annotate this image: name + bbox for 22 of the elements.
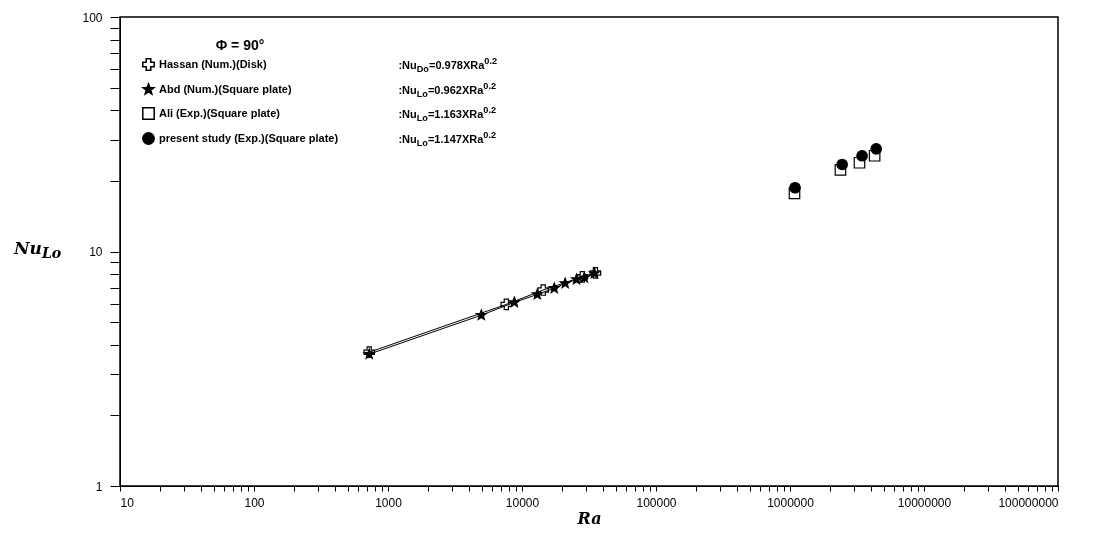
- legend-label: Hassan (Num.)(Disk): [159, 57, 267, 70]
- x-tick-label: 10000000: [897, 495, 952, 510]
- x-tick-label: 100000: [636, 495, 677, 510]
- x-tick-label: 1000000: [767, 495, 815, 510]
- x-tick-label: 10000: [505, 495, 540, 510]
- legend-label: Ali (Exp.)(Square plate): [159, 106, 281, 119]
- y-tick-label: 100: [82, 10, 103, 25]
- x-tick-label: 100: [244, 495, 265, 510]
- annotation: :Nu$_{Lo}$=1.147XRa$^{0.2}$: [398, 129, 497, 148]
- x-tick-label: 10: [120, 495, 135, 510]
- x-tick-label: 100000000: [998, 495, 1059, 510]
- legend-label: present study (Exp.)(Square plate): [159, 131, 339, 144]
- x-axis-title: Ra: [576, 508, 602, 528]
- y-tick-label: 1: [95, 479, 103, 494]
- y-tick-label: 10: [89, 245, 103, 259]
- legend-label: Abd (Num.)(Square plate): [159, 82, 292, 95]
- annotation: :Nu$_{Do}$=0.978XRa$^{0.2}$: [398, 55, 498, 74]
- y-axis-title: Nu$_{Lo}$: [14, 238, 62, 262]
- annotation: :Nu$_{Lo}$=1.163XRa$^{0.2}$: [398, 104, 497, 123]
- x-tick-label: 1000: [375, 495, 403, 510]
- legend-title: Φ = 90°: [215, 37, 265, 53]
- annotation: :Nu$_{Lo}$=0.962XRa$^{0.2}$: [398, 80, 497, 99]
